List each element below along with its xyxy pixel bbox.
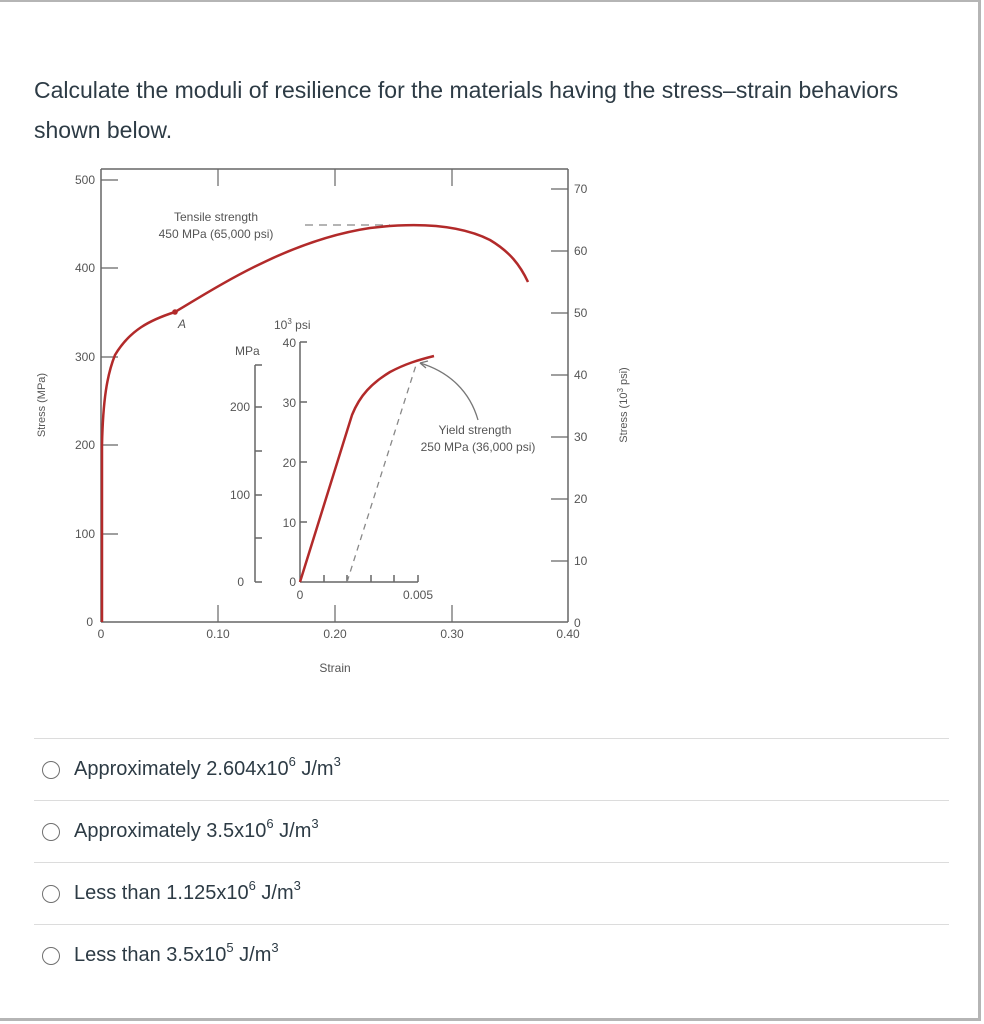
svg-text:0: 0 bbox=[289, 575, 296, 589]
inset-labels: MPa 103 psi 40 30 20 10 0 200 100 0 0 0.… bbox=[230, 317, 433, 602]
right-ticks bbox=[551, 188, 568, 562]
question-text: Calculate the moduli of resilience for t… bbox=[34, 77, 899, 143]
answer-option-4[interactable]: Less than 3.5x105 J/m3 bbox=[34, 924, 949, 986]
svg-text:40: 40 bbox=[574, 368, 588, 382]
inset-psi-axis bbox=[299, 341, 307, 582]
y-axis-label-left: Stress (MPa) bbox=[36, 373, 48, 437]
svg-text:30: 30 bbox=[574, 430, 588, 444]
svg-text:400: 400 bbox=[75, 261, 95, 275]
inset-elastic-curve bbox=[298, 354, 435, 583]
svg-text:20: 20 bbox=[574, 492, 588, 506]
answer-label: Approximately 3.5x106 J/m3 bbox=[74, 816, 319, 842]
svg-text:0: 0 bbox=[86, 615, 93, 629]
svg-text:0.30: 0.30 bbox=[440, 627, 464, 641]
answer-label: Less than 1.125x106 J/m3 bbox=[74, 878, 301, 904]
inset-x-axis bbox=[300, 575, 419, 583]
offset-dashed-line bbox=[346, 361, 418, 583]
point-a-label: A bbox=[177, 317, 186, 331]
answer-options: Approximately 2.604x106 J/m3 Approximate… bbox=[34, 738, 949, 986]
svg-text:500: 500 bbox=[75, 173, 95, 187]
bottom-ticks bbox=[217, 605, 453, 622]
yield-arrowhead bbox=[419, 360, 429, 369]
svg-text:30: 30 bbox=[283, 396, 297, 410]
radio-button[interactable] bbox=[42, 760, 60, 779]
right-tick-labels: 70 60 50 40 30 20 10 0 bbox=[574, 182, 588, 630]
svg-text:0.40: 0.40 bbox=[556, 627, 580, 641]
svg-text:0.005: 0.005 bbox=[403, 588, 433, 602]
answer-option-2[interactable]: Approximately 3.5x106 J/m3 bbox=[34, 800, 949, 862]
tensile-strength-value: 450 MPa (65,000 psi) bbox=[159, 227, 274, 241]
radio-button[interactable] bbox=[42, 946, 60, 965]
answer-option-3[interactable]: Less than 1.125x106 J/m3 bbox=[34, 862, 949, 924]
point-a-marker bbox=[172, 309, 178, 315]
svg-text:100: 100 bbox=[75, 527, 95, 541]
answer-label: Approximately 2.604x106 J/m3 bbox=[74, 754, 341, 780]
answer-label: Less than 3.5x105 J/m3 bbox=[74, 940, 279, 966]
x-axis-label: Strain bbox=[319, 661, 350, 675]
svg-text:10: 10 bbox=[283, 516, 297, 530]
svg-text:103 psi: 103 psi bbox=[274, 317, 311, 332]
svg-text:60: 60 bbox=[574, 244, 588, 258]
svg-text:10: 10 bbox=[574, 554, 588, 568]
svg-text:20: 20 bbox=[283, 456, 297, 470]
svg-text:MPa: MPa bbox=[235, 344, 260, 358]
answer-option-1[interactable]: Approximately 2.604x106 J/m3 bbox=[34, 738, 949, 800]
svg-text:100: 100 bbox=[230, 488, 250, 502]
svg-text:300: 300 bbox=[75, 350, 95, 364]
svg-text:40: 40 bbox=[283, 336, 297, 350]
yield-strength-value: 250 MPa (36,000 psi) bbox=[421, 440, 536, 454]
inset-mpa-axis bbox=[254, 364, 262, 583]
svg-text:0: 0 bbox=[98, 627, 105, 641]
svg-text:70: 70 bbox=[574, 182, 588, 196]
svg-text:200: 200 bbox=[230, 400, 250, 414]
radio-button[interactable] bbox=[42, 822, 60, 841]
yield-strength-label: Yield strength bbox=[439, 423, 512, 437]
top-ticks bbox=[217, 169, 453, 186]
svg-text:0: 0 bbox=[237, 575, 244, 589]
svg-text:0.10: 0.10 bbox=[206, 627, 230, 641]
left-tick-labels: 500 400 300 200 100 0 bbox=[75, 173, 95, 629]
svg-text:0: 0 bbox=[297, 588, 304, 602]
svg-text:200: 200 bbox=[75, 438, 95, 452]
tensile-strength-label: Tensile strength bbox=[174, 210, 258, 224]
radio-button[interactable] bbox=[42, 884, 60, 903]
svg-text:0.20: 0.20 bbox=[323, 627, 347, 641]
y-axis-label-right: Stress (103 psi) bbox=[616, 367, 630, 442]
svg-text:0: 0 bbox=[574, 616, 581, 630]
stress-strain-chart: 500 400 300 200 100 0 70 60 50 40 30 20 … bbox=[36, 168, 630, 675]
yield-arrow bbox=[419, 362, 479, 421]
x-tick-labels: 0 0.10 0.20 0.30 0.40 bbox=[98, 627, 580, 641]
svg-text:50: 50 bbox=[574, 306, 588, 320]
main-stress-strain-curve bbox=[100, 223, 530, 622]
